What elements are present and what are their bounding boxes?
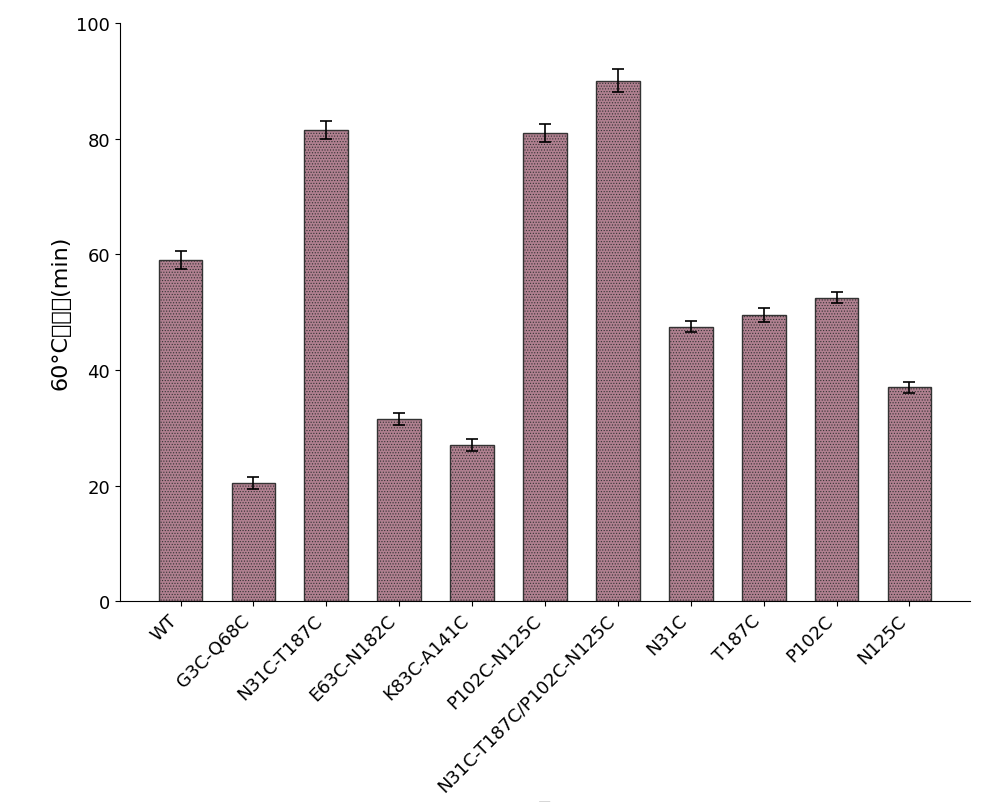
Bar [450, 446, 494, 602]
Bar [815, 298, 858, 602]
Bar [232, 483, 275, 602]
X-axis label: 酶: 酶 [538, 800, 552, 802]
Y-axis label: 60°C半衰期(min): 60°C半衰期(min) [51, 236, 71, 390]
Bar [596, 82, 640, 602]
Bar [742, 316, 786, 602]
Bar [888, 388, 931, 602]
Bar [377, 419, 421, 602]
Bar [304, 131, 348, 602]
Bar [159, 261, 202, 602]
Bar [523, 134, 567, 602]
Bar [669, 327, 713, 602]
